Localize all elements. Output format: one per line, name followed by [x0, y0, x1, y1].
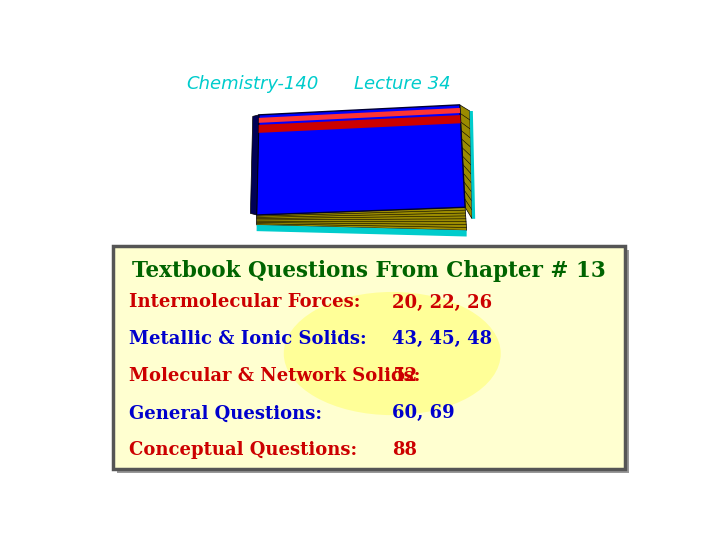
Text: 52: 52 [392, 367, 418, 386]
Polygon shape [459, 105, 472, 219]
Polygon shape [469, 111, 475, 219]
Text: Molecular & Network Solids:: Molecular & Network Solids: [129, 367, 420, 386]
FancyBboxPatch shape [113, 246, 625, 469]
Polygon shape [251, 115, 259, 215]
Ellipse shape [284, 292, 500, 415]
Text: Chemistry-140: Chemistry-140 [186, 75, 319, 93]
Polygon shape [256, 225, 467, 237]
Text: 20, 22, 26: 20, 22, 26 [392, 294, 492, 312]
Text: Textbook Questions From Chapter # 13: Textbook Questions From Chapter # 13 [132, 260, 606, 282]
Polygon shape [256, 105, 465, 215]
Text: Lecture 34: Lecture 34 [354, 75, 450, 93]
Text: Intermolecular Forces:: Intermolecular Forces: [129, 294, 360, 312]
Text: Conceptual Questions:: Conceptual Questions: [129, 441, 357, 460]
Polygon shape [256, 207, 467, 231]
Polygon shape [258, 108, 460, 123]
Text: Metallic & Ionic Solids:: Metallic & Ionic Solids: [129, 330, 366, 348]
Text: General Questions:: General Questions: [129, 404, 322, 422]
Polygon shape [258, 115, 461, 133]
FancyBboxPatch shape [117, 249, 629, 473]
Text: 88: 88 [392, 441, 418, 460]
Text: 43, 45, 48: 43, 45, 48 [392, 330, 492, 348]
Text: 60, 69: 60, 69 [392, 404, 455, 422]
